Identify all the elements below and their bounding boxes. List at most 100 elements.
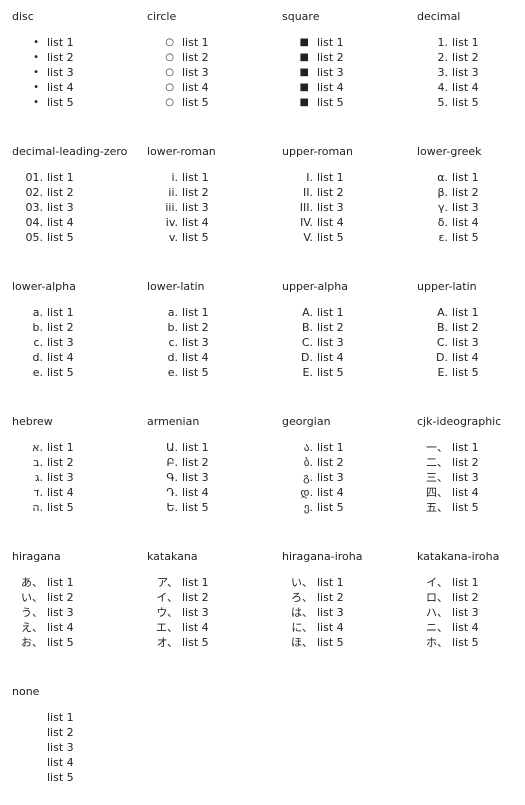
list-item-label: list 2 (452, 321, 479, 334)
list-item-label: list 2 (317, 186, 344, 199)
list-marker: iv. (165, 216, 178, 229)
list-marker: • (33, 97, 39, 108)
list-style-title: lower-roman (147, 145, 216, 158)
list-item-label: list 4 (182, 621, 209, 634)
list-marker: 一、 (426, 441, 448, 454)
list-item-label: list 1 (182, 576, 209, 589)
list-item-label: list 1 (452, 441, 479, 454)
list-marker: 05. (25, 231, 44, 244)
list-item-label: list 3 (182, 606, 209, 619)
list-marker: β. (437, 186, 448, 199)
list-marker: δ. (437, 216, 448, 229)
list-item-label: list 1 (182, 306, 209, 319)
list-marker: え、 (21, 621, 43, 634)
list-item-label: list 2 (47, 321, 74, 334)
list-item-label: list 3 (182, 66, 209, 79)
list-item-label: list 5 (47, 771, 74, 784)
list-item-label: list 1 (182, 36, 209, 49)
list-marker: 03. (25, 201, 44, 214)
list-item-label: list 4 (452, 351, 479, 364)
list-marker: C. (301, 336, 313, 349)
list-item-label: list 1 (47, 171, 74, 184)
list-marker: γ. (437, 201, 448, 214)
list-marker: E. (302, 366, 313, 379)
list-marker: ○ (165, 52, 174, 63)
list-marker: ア、 (157, 576, 178, 589)
list-item-label: list 2 (452, 186, 479, 199)
list-marker: ○ (165, 82, 174, 93)
list-marker: i. (171, 171, 178, 184)
list-item-label: list 2 (317, 456, 344, 469)
list-marker: א. (32, 441, 43, 454)
list-marker: 1. (437, 36, 449, 49)
list-item-label: list 2 (182, 591, 209, 604)
list-item-label: list 5 (317, 636, 344, 649)
list-style-title: upper-latin (417, 280, 477, 293)
list-item-label: list 3 (452, 201, 479, 214)
list-style-title: lower-latin (147, 280, 205, 293)
list-item-label: list 3 (317, 66, 344, 79)
list-marker: d. (32, 351, 43, 364)
list-style-title: hiragana (12, 550, 61, 563)
list-item-label: list 5 (317, 366, 344, 379)
list-item-label: list 4 (317, 621, 344, 634)
list-marker: お、 (21, 636, 43, 649)
list-marker: a. (167, 306, 178, 319)
list-marker: e. (32, 366, 43, 379)
list-style-title: none (12, 685, 40, 698)
list-marker: ○ (165, 37, 174, 48)
list-marker: IV. (300, 216, 313, 229)
list-item-label: list 5 (452, 231, 479, 244)
list-marker: D. (436, 351, 448, 364)
list-marker: ○ (165, 67, 174, 78)
list-item-label: list 5 (452, 96, 479, 109)
list-item-label: list 5 (452, 366, 479, 379)
list-marker: オ、 (156, 636, 178, 649)
list-marker: い、 (21, 591, 43, 604)
list-item-label: list 5 (182, 366, 209, 379)
list-item-label: list 5 (47, 96, 74, 109)
list-marker: ბ. (303, 456, 313, 469)
list-item-label: list 4 (317, 81, 344, 94)
list-item-label: list 2 (182, 456, 209, 469)
list-marker: Ե. (166, 501, 178, 514)
list-marker: • (33, 37, 39, 48)
list-marker: ○ (165, 97, 174, 108)
list-item-label: list 4 (317, 486, 344, 499)
list-item-label: list 1 (317, 441, 344, 454)
list-marker: イ、 (156, 591, 178, 604)
list-item-label: list 2 (317, 51, 344, 64)
list-marker: C. (436, 336, 448, 349)
list-marker: α. (437, 171, 448, 184)
list-marker: 02. (25, 186, 44, 199)
list-marker: D. (301, 351, 313, 364)
list-marker: e. (167, 366, 178, 379)
list-item-label: list 4 (47, 621, 74, 634)
list-style-title: cjk-ideographic (417, 415, 502, 428)
list-item-label: list 3 (47, 66, 74, 79)
list-item-label: list 1 (317, 576, 344, 589)
list-item-label: list 1 (317, 36, 344, 49)
list-marker: ホ、 (426, 636, 448, 649)
list-item-label: list 1 (452, 306, 479, 319)
list-item-label: list 3 (452, 336, 479, 349)
list-item-label: list 5 (182, 96, 209, 109)
list-marker: 2. (437, 51, 449, 64)
list-marker: ა. (303, 441, 313, 454)
list-item-label: list 3 (47, 201, 74, 214)
list-marker: イ、 (426, 576, 448, 589)
list-style-title: circle (147, 10, 177, 23)
list-style-title: lower-alpha (12, 280, 76, 293)
list-item-label: list 2 (182, 321, 209, 334)
list-marker: c. (33, 336, 43, 349)
list-item-label: list 1 (317, 171, 344, 184)
list-item-label: list 4 (452, 216, 479, 229)
list-style-title: lower-greek (417, 145, 482, 158)
list-marker: Դ. (166, 486, 178, 499)
list-item-label: list 1 (47, 306, 74, 319)
list-marker: 04. (25, 216, 44, 229)
list-item-label: list 3 (47, 606, 74, 619)
list-marker: ე. (303, 501, 313, 514)
list-style-title: disc (12, 10, 34, 23)
list-marker: あ、 (21, 576, 43, 589)
